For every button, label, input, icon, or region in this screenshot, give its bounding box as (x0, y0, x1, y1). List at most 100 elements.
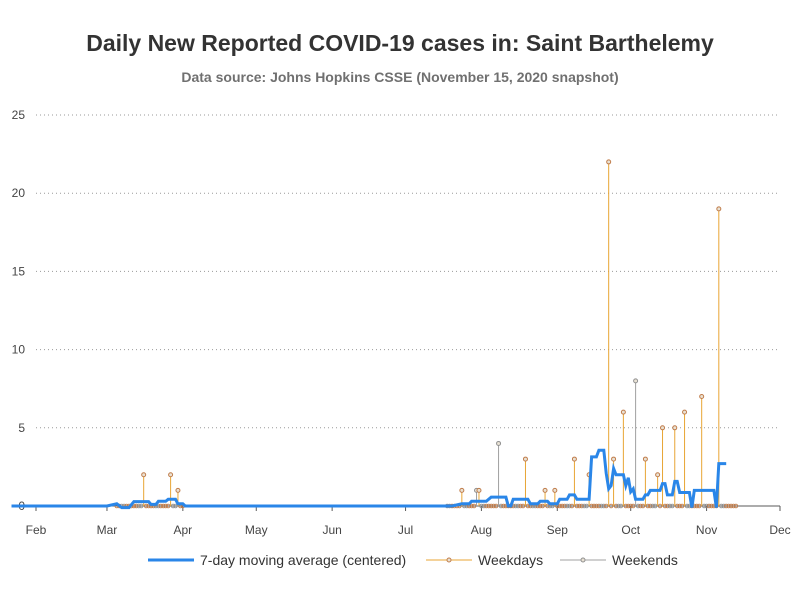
point-weekdays (552, 487, 558, 493)
zero-day-marker (677, 503, 682, 509)
zero-day-marker (657, 503, 663, 509)
zero-day-marker (626, 503, 631, 509)
zero-day-marker (591, 503, 597, 509)
zero-day-marker (613, 503, 619, 509)
zero-day-marker (662, 503, 668, 509)
legend-label-weekends: Weekends (612, 552, 678, 568)
zero-day-marker (652, 503, 658, 509)
zero-day-marker (520, 503, 526, 509)
x-tick-label: Nov (696, 523, 717, 537)
zero-day-marker (525, 503, 531, 509)
point-weekends (633, 378, 639, 384)
y-tick-label: 5 (18, 421, 25, 435)
zero-day-marker (579, 503, 585, 509)
zero-day-marker (630, 503, 636, 509)
zero-day-marker (569, 503, 575, 509)
point-weekends (496, 440, 502, 446)
zero-day-marker (638, 503, 643, 509)
point-weekdays (522, 456, 528, 462)
x-tick-label: Jul (398, 523, 413, 537)
point-weekdays (682, 409, 688, 415)
zero-day-marker (696, 503, 702, 509)
point-weekdays (459, 487, 465, 493)
zero-day-marker (471, 503, 477, 509)
zero-day-marker (574, 503, 580, 509)
zero-day-marker (479, 503, 484, 509)
zero-day-marker (515, 503, 521, 509)
point-weekdays (611, 456, 617, 462)
x-tick-label: Jun (322, 523, 341, 537)
zero-day-marker (161, 503, 166, 509)
point-weekdays (571, 456, 577, 462)
zero-day-marker (701, 503, 707, 509)
legend-label-weekdays: Weekdays (478, 552, 543, 568)
zero-day-marker (158, 503, 164, 509)
point-weekdays (620, 409, 626, 415)
zero-day-marker (481, 503, 487, 509)
zero-day-marker (559, 503, 565, 509)
y-tick-label: 20 (12, 186, 26, 200)
point-weekdays (716, 206, 722, 212)
zero-day-marker (726, 503, 731, 509)
point-weekdays (642, 456, 648, 462)
zero-day-marker (665, 503, 670, 509)
zero-day-marker (545, 503, 550, 509)
point-weekdays (660, 425, 666, 431)
zero-day-marker (706, 503, 712, 509)
zero-day-marker (733, 503, 739, 509)
x-tick-label: Apr (173, 523, 192, 537)
zero-day-marker (484, 503, 489, 509)
zero-day-marker (645, 503, 651, 509)
zero-day-marker (623, 503, 629, 509)
point-weekdays (141, 472, 147, 478)
zero-day-marker (567, 503, 572, 509)
zero-day-marker (491, 503, 496, 509)
zero-day-marker (562, 503, 567, 509)
zero-day-marker (513, 503, 518, 509)
legend-label-moving-average: 7-day moving average (centered) (200, 552, 406, 568)
zero-day-marker (138, 503, 144, 509)
zero-day-marker (557, 503, 562, 509)
zero-day-marker (170, 503, 176, 509)
zero-day-marker (156, 503, 161, 509)
zero-day-marker (469, 503, 474, 509)
zero-day-marker (670, 503, 675, 509)
zero-day-marker (540, 503, 545, 509)
zero-day-marker (731, 503, 736, 509)
zero-day-marker (704, 503, 709, 509)
legend-marker-weekdays (446, 557, 452, 563)
point-weekdays (655, 472, 661, 478)
point-weekdays (476, 487, 482, 493)
zero-day-marker (486, 503, 492, 509)
zero-day-marker (650, 503, 655, 509)
zero-day-marker (603, 503, 609, 509)
zero-day-marker (173, 503, 178, 509)
zero-day-marker (493, 503, 499, 509)
zero-day-marker (723, 503, 729, 509)
zero-day-marker (709, 503, 714, 509)
x-tick-label: Feb (26, 523, 47, 537)
zero-day-marker (596, 503, 602, 509)
zero-day-marker (163, 503, 168, 509)
zero-day-marker (537, 503, 543, 509)
y-tick-label: 15 (12, 264, 26, 278)
zero-day-marker (146, 503, 151, 509)
zero-day-marker (594, 503, 599, 509)
point-weekdays (542, 487, 548, 493)
x-tick-label: Dec (769, 523, 790, 537)
zero-day-marker (628, 503, 633, 509)
zero-day-marker (165, 503, 171, 509)
chart-title: Daily New Reported COVID-19 cases in: Sa… (86, 30, 714, 56)
point-weekdays (672, 425, 678, 431)
zero-day-marker (518, 503, 523, 509)
zero-day-marker (498, 503, 504, 509)
zero-day-marker (635, 503, 641, 509)
zero-day-marker (599, 503, 604, 509)
zero-day-marker (143, 503, 149, 509)
x-tick-label: Oct (621, 523, 640, 537)
zero-day-marker (618, 503, 624, 509)
zero-day-marker (601, 503, 607, 509)
zero-day-marker (608, 503, 614, 509)
